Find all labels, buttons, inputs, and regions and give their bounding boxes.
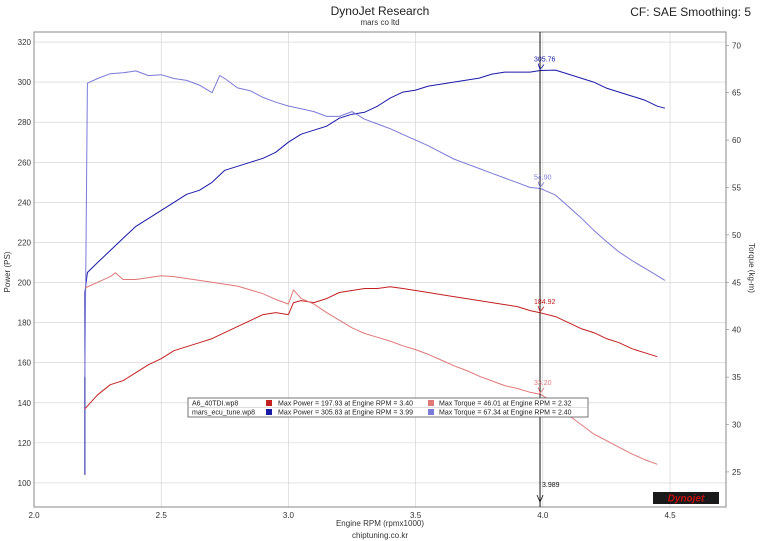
legend-power-stock: Max Power = 197.93 at Engine RPM = 3.40 bbox=[278, 401, 413, 408]
rpm-cursor[interactable]: 3.989 305.76 54.90 184.92 33.20 bbox=[534, 32, 560, 507]
legend-swatch-torque-tuned bbox=[428, 409, 434, 415]
y2-tick-label-6: 55 bbox=[732, 183, 741, 192]
y2-tick-label-2: 35 bbox=[732, 373, 741, 382]
correction-factor-label: CF: SAE Smoothing: 5 bbox=[630, 5, 751, 19]
legend-torque-tuned: Max Torque = 67.34 at Engine RPM = 2.40 bbox=[439, 410, 572, 417]
plot-area-frame bbox=[33, 31, 727, 508]
cursor-arrow-torque_tuned bbox=[537, 181, 545, 189]
y-tick-label-8: 260 bbox=[18, 158, 32, 167]
y-tick-label-3: 160 bbox=[18, 359, 32, 368]
y-tick-label-0: 100 bbox=[18, 479, 32, 488]
y-tick-label-4: 180 bbox=[18, 319, 32, 328]
cursor-rpm-label: 3.989 bbox=[542, 482, 560, 489]
cursor-rpm-arrow bbox=[536, 494, 544, 504]
y-tick-label-5: 200 bbox=[18, 279, 32, 288]
y-axis-label: Power (PS) bbox=[3, 251, 12, 292]
y-tick-label-10: 300 bbox=[18, 78, 32, 87]
axis-ticks: 100 120 140 160 180 200 220 240 260 280 300 320 2.0 2… bbox=[18, 38, 742, 520]
series-line-power_stock bbox=[84, 286, 658, 410]
x-axis-label: Engine RPM (rpmx1000) bbox=[336, 519, 424, 528]
x-tick-label-0: 2.0 bbox=[28, 511, 40, 520]
legend-file-stock: A6_40TDI.wp8 bbox=[192, 401, 238, 408]
cursor-arrow-torque_stock bbox=[537, 387, 545, 395]
y-tick-label-2: 140 bbox=[18, 399, 32, 408]
y-tick-label-9: 280 bbox=[18, 118, 32, 127]
dynojet-logo: Dynojet bbox=[653, 492, 719, 505]
legend-swatch-power-tuned bbox=[266, 409, 272, 415]
cursor-arrow-power_stock bbox=[537, 305, 545, 313]
y2-tick-label-0: 25 bbox=[732, 468, 741, 477]
chart-subtitle: mars co ltd bbox=[360, 18, 399, 27]
legend-swatch-power-stock bbox=[266, 400, 272, 406]
dynojet-logo-text: Dynojet bbox=[668, 494, 705, 505]
y2-tick-label-8: 65 bbox=[732, 89, 741, 98]
legend-swatch-torque-stock bbox=[428, 400, 434, 406]
series-line-power_tuned bbox=[84, 69, 666, 475]
legend-torque-stock: Max Torque = 46.01 at Engine RPM = 2.32 bbox=[439, 401, 572, 408]
grid-lines bbox=[33, 32, 726, 507]
x-tick-label-4: 4.0 bbox=[537, 511, 549, 520]
y2-axis-label: Torque (kg-m) bbox=[747, 243, 756, 293]
y2-tick-label-5: 50 bbox=[732, 231, 741, 240]
cursor-arrow-power_tuned bbox=[537, 63, 545, 71]
y2-tick-label-3: 40 bbox=[732, 326, 741, 335]
cursor-value-power_tuned: 305.76 bbox=[534, 57, 556, 64]
cursor-value-torque_stock: 33.20 bbox=[534, 380, 552, 387]
y-tick-label-11: 320 bbox=[18, 38, 32, 47]
chart-title: DynoJet Research bbox=[331, 4, 430, 18]
series-line-torque_stock bbox=[84, 272, 658, 465]
footer-website: chiptuning.co.kr bbox=[352, 531, 408, 540]
y-tick-label-6: 220 bbox=[18, 238, 32, 247]
y2-tick-label-9: 70 bbox=[732, 41, 741, 50]
x-tick-label-5: 4.5 bbox=[664, 511, 676, 520]
legend-file-tuned: mars_ecu_tune.wp8 bbox=[192, 410, 255, 417]
y2-tick-label-7: 60 bbox=[732, 136, 741, 145]
legend: A6_40TDI.wp8 Max Power = 197.93 at Engin… bbox=[187, 397, 589, 418]
x-tick-label-2: 3.0 bbox=[283, 511, 295, 520]
y2-tick-label-1: 30 bbox=[732, 421, 741, 430]
cursor-value-torque_tuned: 54.90 bbox=[534, 174, 552, 181]
legend-power-tuned: Max Power = 305.83 at Engine RPM = 3.99 bbox=[278, 410, 413, 417]
y-tick-label-1: 120 bbox=[18, 439, 32, 448]
x-tick-label-3: 3.5 bbox=[410, 511, 422, 520]
y-tick-label-7: 240 bbox=[18, 198, 32, 207]
cursor-value-power_stock: 184.92 bbox=[534, 299, 556, 306]
y2-tick-label-4: 45 bbox=[732, 278, 741, 287]
series-line-torque_tuned bbox=[84, 70, 666, 378]
x-tick-label-1: 2.5 bbox=[156, 511, 168, 520]
